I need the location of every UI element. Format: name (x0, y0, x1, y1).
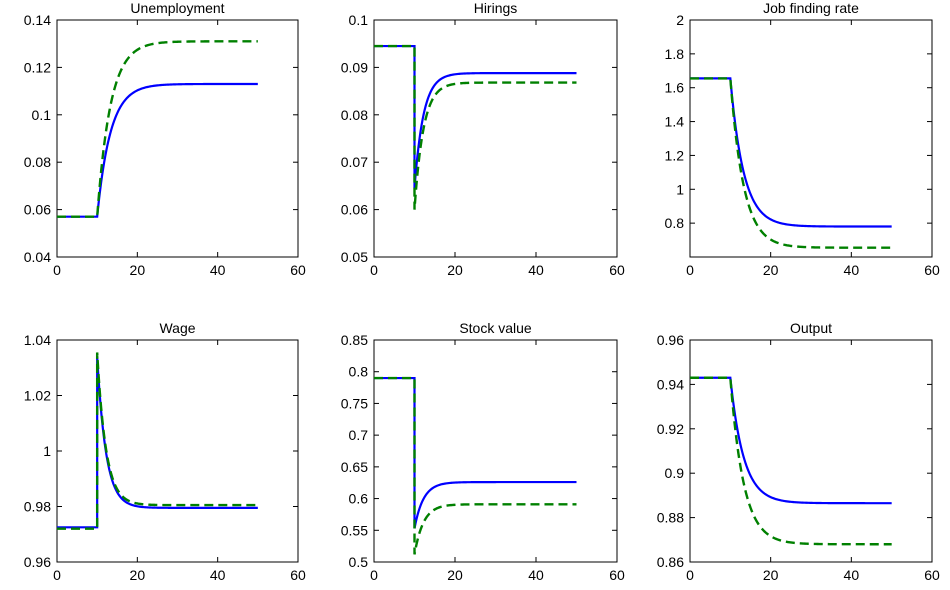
y-tick-label: 0.08 (341, 107, 368, 123)
y-tick-label: 0.75 (341, 395, 368, 411)
panel-title: Unemployment (130, 0, 224, 16)
x-tick-label: 20 (447, 567, 463, 583)
x-tick-label: 20 (130, 262, 146, 278)
solid-series-line (690, 376, 892, 505)
y-tick-label: 0.55 (341, 522, 368, 538)
dashed-series-line (690, 77, 892, 249)
y-tick-label: 0.14 (24, 12, 51, 28)
x-tick-label: 0 (686, 567, 694, 583)
y-tick-label: 0.1 (349, 12, 369, 28)
x-tick-label: 40 (528, 567, 544, 583)
panel-wage: Wage 0 20 40 60 0.96 0.98 1 1.02 1.04 (24, 320, 306, 583)
y-tick-label: 1 (676, 181, 684, 197)
y-tick-label: 0.06 (341, 202, 368, 218)
solid-series-line (57, 356, 258, 529)
x-tick-label: 0 (53, 567, 61, 583)
y-tick-label: 0.07 (341, 154, 368, 170)
plot-frame (56, 19, 299, 258)
y-tick-label: 2 (676, 12, 684, 28)
y-tick-label: 1.02 (24, 388, 51, 404)
y-tick-label: 0.06 (24, 202, 51, 218)
x-tick-label: 60 (290, 567, 306, 583)
plot-frame (373, 19, 618, 258)
dashed-series-line (57, 40, 258, 218)
y-tick-label: 0.65 (341, 459, 368, 475)
y-tick-label: 0.04 (24, 249, 51, 265)
panel-title: Output (790, 320, 832, 336)
x-tick-label: 40 (210, 567, 226, 583)
x-tick-label: 60 (609, 567, 625, 583)
x-tick-label: 60 (924, 262, 940, 278)
x-tick-label: 20 (763, 262, 779, 278)
y-tick-label: 1.4 (665, 114, 685, 130)
x-tick-label: 60 (924, 567, 940, 583)
x-tick-label: 40 (844, 567, 860, 583)
x-tick-label: 0 (370, 262, 378, 278)
plot-frame (689, 339, 933, 563)
dashed-series-line (374, 44, 577, 210)
panel-title: Job finding rate (763, 0, 859, 16)
x-tick-label: 20 (447, 262, 463, 278)
panel-output: Output 0 20 40 60 0.86 0.88 0.9 0.92 0.94 0.96 (657, 320, 940, 583)
y-tick-label: 0.96 (24, 554, 51, 570)
x-tick-label: 40 (210, 262, 226, 278)
x-tick-label: 0 (370, 567, 378, 583)
panel-hirings: Hirings 0 20 40 60 0.05 0.06 0.07 0.08 0.09 0.1 (341, 0, 625, 278)
y-tick-label: 0.8 (349, 364, 369, 380)
x-tick-label: 0 (53, 262, 61, 278)
y-tick-label: 0.5 (349, 554, 369, 570)
x-tick-label: 20 (130, 567, 146, 583)
solid-series-line (690, 77, 892, 228)
plot-frame (689, 19, 933, 258)
solid-series-line (374, 44, 577, 189)
dashed-series-line (374, 376, 577, 555)
y-tick-label: 0.85 (341, 332, 368, 348)
y-tick-label: 0.05 (341, 249, 368, 265)
y-tick-label: 1 (43, 443, 51, 459)
x-tick-label: 60 (609, 262, 625, 278)
y-tick-label: 0.86 (657, 554, 684, 570)
x-tick-label: 0 (686, 262, 694, 278)
solid-series-line (57, 82, 258, 218)
panel-job-finding-rate: Job finding rate 0 20 40 60 0.8 1 1.2 1.4 1.6 1.8 2 (665, 0, 940, 278)
plot-frame (373, 339, 618, 563)
y-tick-label: 0.94 (657, 376, 684, 392)
y-tick-label: 0.92 (657, 421, 684, 437)
y-tick-label: 0.96 (657, 332, 684, 348)
y-tick-label: 0.88 (657, 510, 684, 526)
x-tick-label: 40 (844, 262, 860, 278)
dashed-series-line (690, 376, 892, 546)
panel-title: Wage (159, 320, 195, 336)
y-tick-label: 0.08 (24, 154, 51, 170)
y-tick-label: 0.09 (341, 59, 368, 75)
y-tick-label: 1.2 (665, 147, 685, 163)
x-tick-label: 20 (763, 567, 779, 583)
panel-title: Stock value (459, 320, 532, 336)
dashed-series-line (57, 352, 258, 530)
y-tick-label: 0.8 (665, 215, 685, 231)
y-tick-label: 0.1 (32, 107, 52, 123)
panel-unemployment: Unemployment 0 20 40 60 0.04 0.06 0.08 0.1 0.12 0.… (24, 0, 306, 278)
panel-title: Hirings (474, 0, 518, 16)
panel-stock-value: Stock value 0 20 40 60 0.5 0.55 0.6 0.65 0.7 0.75 0… (341, 320, 625, 583)
x-tick-label: 40 (528, 262, 544, 278)
y-tick-label: 0.98 (24, 499, 51, 515)
y-tick-label: 0.7 (349, 427, 369, 443)
x-tick-label: 60 (290, 262, 306, 278)
y-tick-label: 1.04 (24, 332, 51, 348)
y-tick-label: 0.12 (24, 59, 51, 75)
y-tick-label: 0.9 (665, 465, 685, 481)
solid-series-line (374, 376, 577, 529)
y-tick-label: 0.6 (349, 491, 369, 507)
y-tick-label: 1.6 (665, 80, 685, 96)
y-tick-label: 1.8 (665, 46, 685, 62)
